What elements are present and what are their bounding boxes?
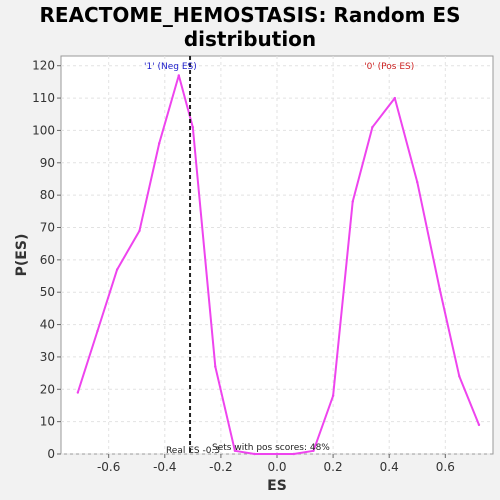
- distribution-point: [275, 452, 279, 456]
- distribution-point: [393, 96, 397, 100]
- distribution-point: [371, 125, 374, 129]
- distribution-point: [191, 125, 195, 129]
- distribution-point: [351, 200, 354, 203]
- distribution-point: [438, 287, 441, 291]
- y-axis-label: P(ES): [14, 234, 30, 277]
- distribution-point: [253, 452, 256, 456]
- y-tick-label: 10: [40, 415, 55, 429]
- x-tick-label: 0.6: [436, 460, 455, 474]
- distribution-point: [214, 365, 217, 368]
- neg-es-label: '1' (Neg ES): [144, 62, 197, 72]
- x-tick-label: -0.2: [209, 460, 232, 474]
- distribution-point: [292, 452, 296, 456]
- distribution-point: [477, 423, 481, 427]
- y-tick-label: 110: [32, 91, 55, 105]
- pos-scores-label: Sets with pos scores: 48%: [212, 443, 330, 453]
- grid-lines: [61, 56, 493, 455]
- x-tick-label: -0.6: [97, 460, 120, 474]
- y-tick-label: 80: [40, 188, 55, 202]
- x-tick-label: 0.2: [324, 460, 343, 474]
- x-axis-label: ES: [267, 478, 287, 494]
- real-es-label: Real ES -0.3: [166, 446, 220, 456]
- distribution-point: [177, 74, 181, 77]
- y-tick-label: 0: [47, 447, 55, 461]
- distribution-point: [76, 391, 80, 394]
- distribution-point: [458, 375, 461, 378]
- pos-es-label: '0' (Pos ES): [364, 62, 414, 72]
- distribution-point: [138, 229, 141, 232]
- distribution-point: [233, 449, 237, 452]
- y-tick-label: 40: [40, 318, 55, 332]
- y-tick-label: 50: [40, 285, 55, 299]
- distribution-point: [115, 268, 119, 271]
- distribution-point: [157, 142, 161, 145]
- distribution-point: [312, 449, 315, 452]
- x-tick-label: -0.4: [153, 460, 176, 474]
- x-tick-label: 0.0: [267, 460, 286, 474]
- y-tick-label: 20: [40, 382, 55, 396]
- y-tick-label: 60: [40, 253, 55, 267]
- y-tick-label: 100: [32, 123, 55, 137]
- x-tick-label: 0.4: [380, 460, 399, 474]
- y-tick-label: 70: [40, 220, 55, 234]
- series-layer: [76, 74, 481, 456]
- distribution-point: [331, 394, 335, 397]
- distribution-point: [96, 329, 99, 333]
- chart-title-line1: REACTOME_HEMOSTASIS: Random ES: [40, 3, 461, 27]
- chart-title-line2: distribution: [184, 27, 316, 51]
- y-tick-label: 120: [32, 59, 55, 73]
- y-tick-label: 30: [40, 350, 55, 364]
- y-tick-label: 90: [40, 156, 55, 170]
- x-axis-ticks: -0.6 -0.4 -0.2 0.0 0.2 0.4 0.6: [97, 454, 455, 474]
- distribution-point: [416, 180, 419, 184]
- y-axis-ticks: 0 10 20 30 40 50 60 70 80 90 100 110 120: [32, 59, 61, 461]
